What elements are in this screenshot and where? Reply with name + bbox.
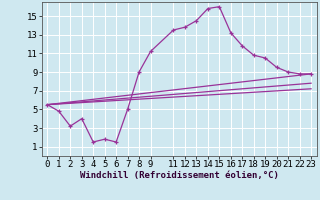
X-axis label: Windchill (Refroidissement éolien,°C): Windchill (Refroidissement éolien,°C) bbox=[80, 171, 279, 180]
